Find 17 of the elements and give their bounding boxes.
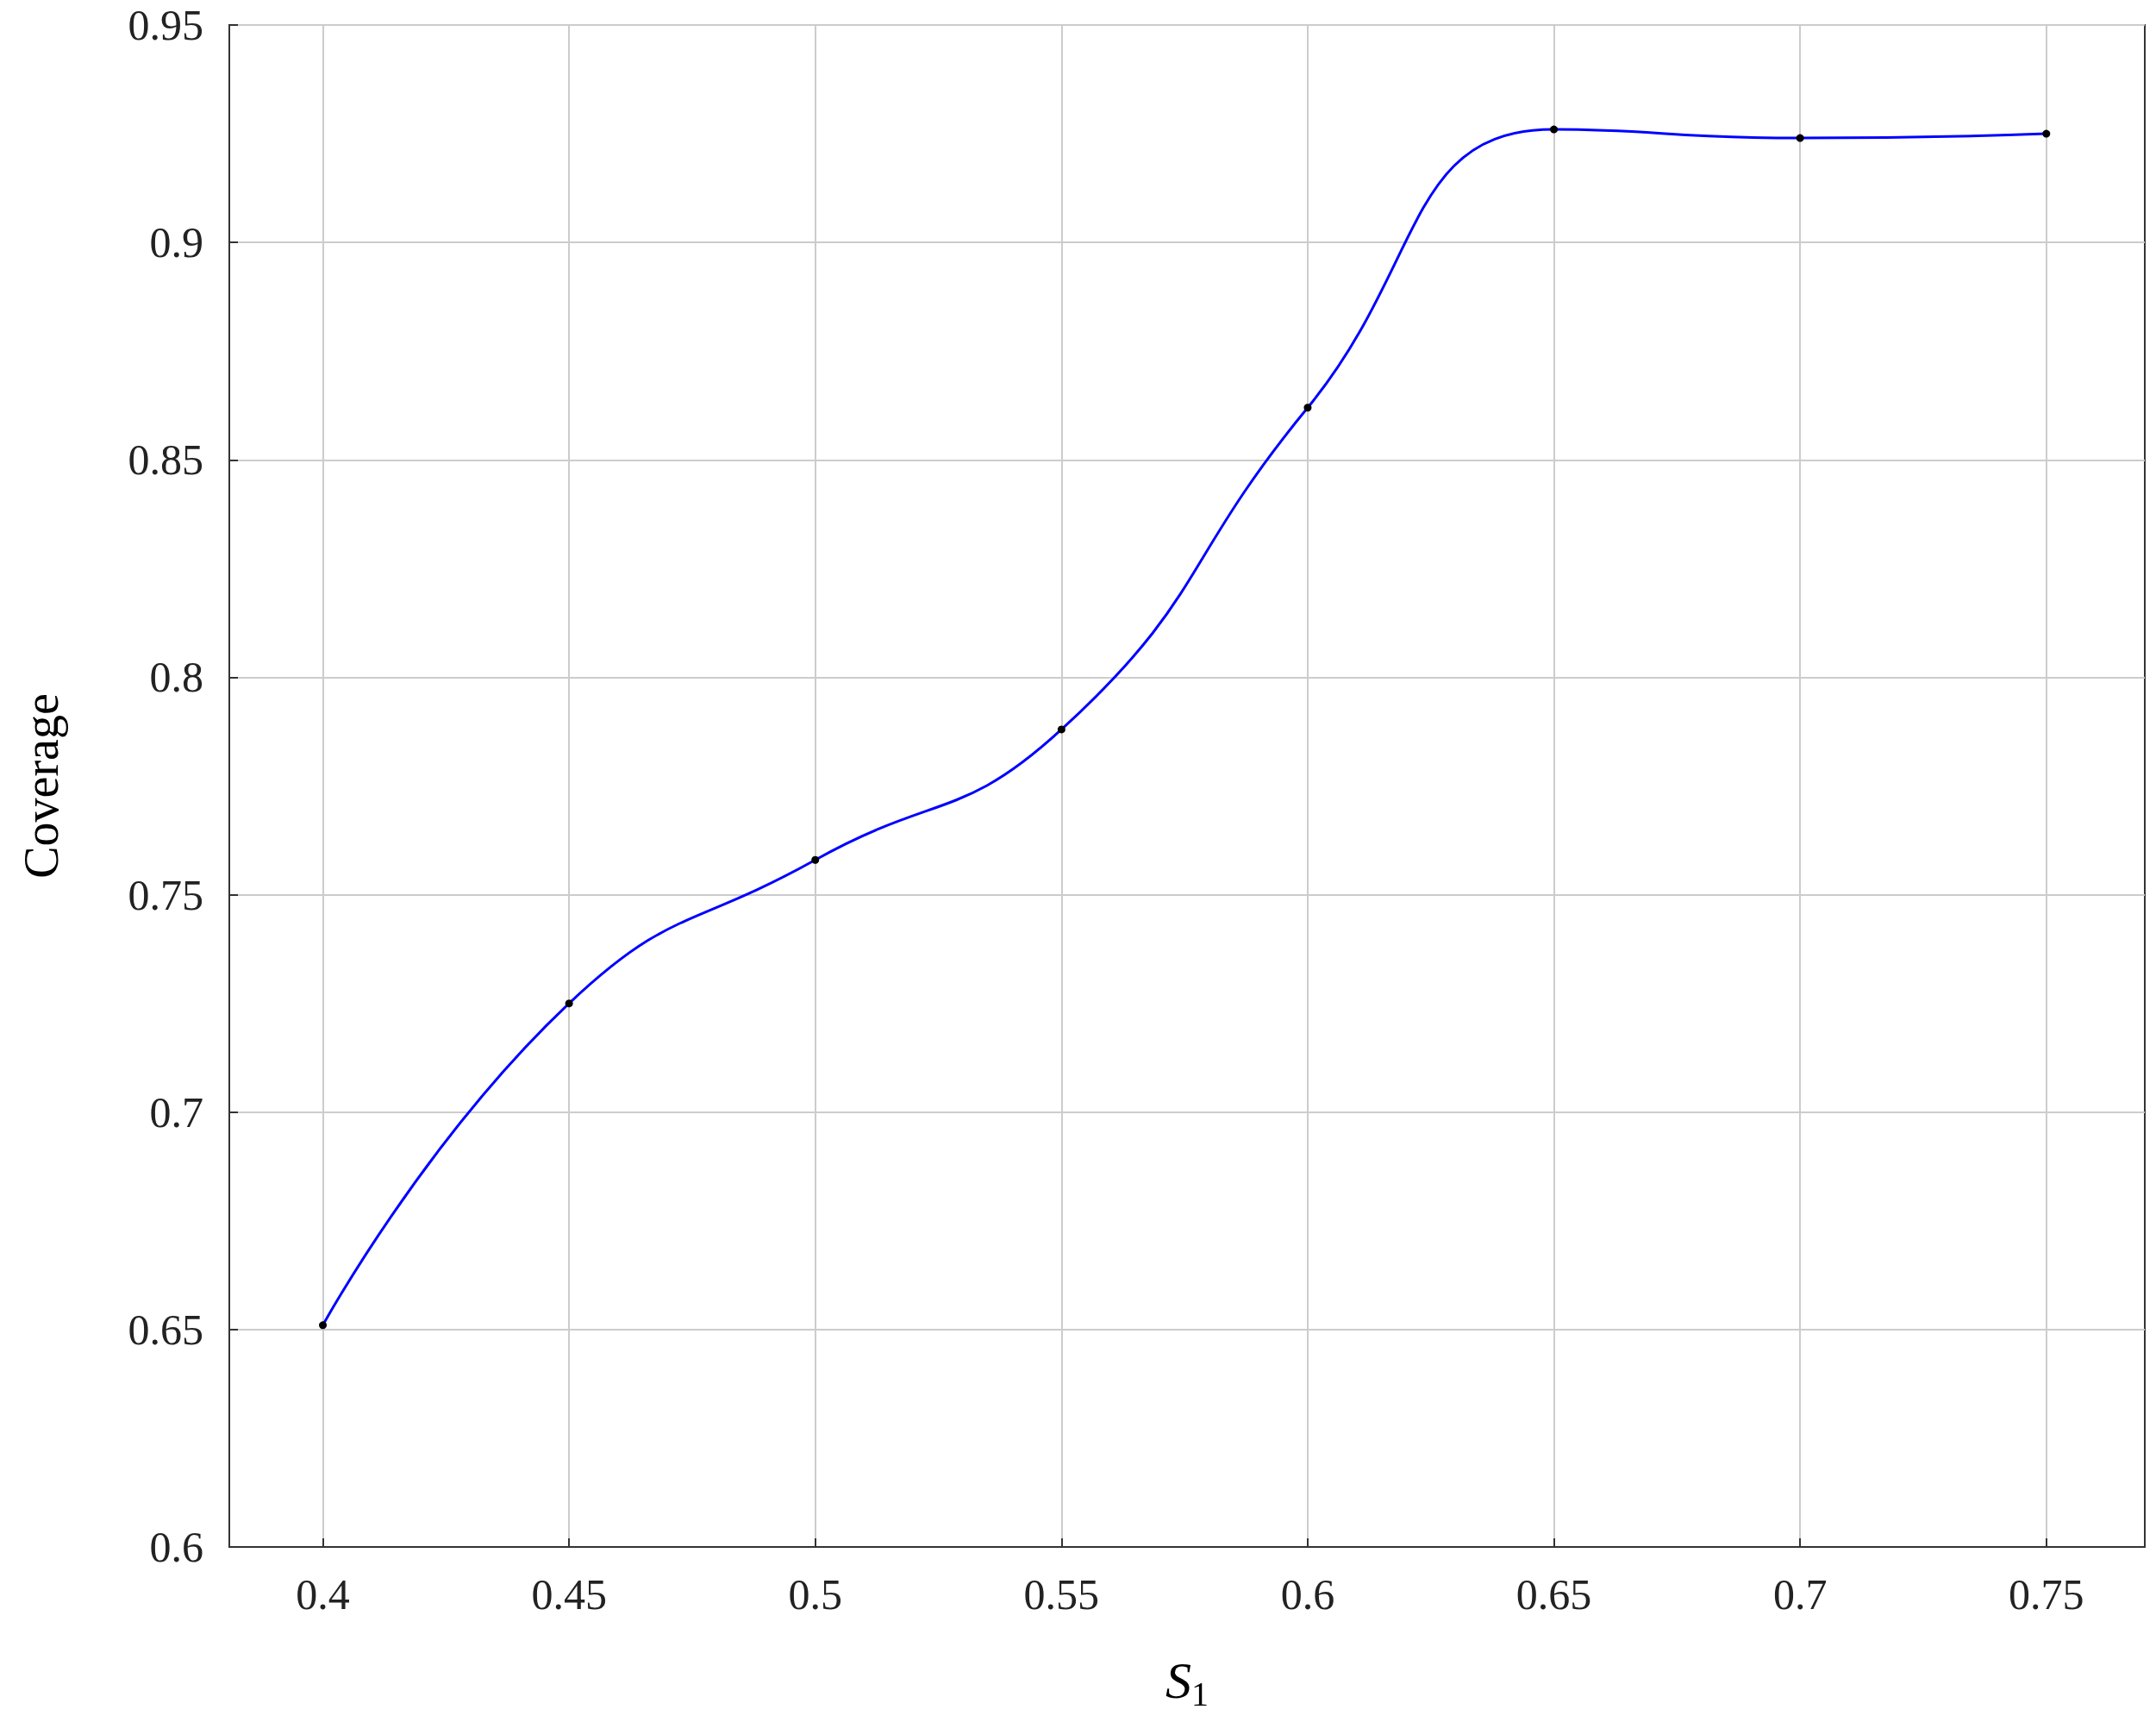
x-tick-label: 0.7 <box>1772 1570 1828 1619</box>
x-tick-label: 0.5 <box>788 1570 842 1619</box>
x-tick-label: 0.55 <box>1023 1570 1100 1619</box>
y-axis-title: Coverage <box>15 693 68 879</box>
y-tick-label: 0.8 <box>149 653 203 702</box>
y-tick-label: 0.95 <box>128 1 203 49</box>
y-tick-label: 0.9 <box>149 218 203 267</box>
x-tick-label: 0.75 <box>2009 1570 2084 1619</box>
y-tick-label: 0.65 <box>128 1305 203 1354</box>
y-tick-label: 0.85 <box>128 435 203 485</box>
y-tick-label: 0.7 <box>149 1087 203 1137</box>
x-tick-label: 0.45 <box>531 1570 607 1619</box>
x-tick-label: 0.4 <box>296 1570 350 1619</box>
y-tick-label: 0.6 <box>149 1523 203 1571</box>
y-tick-label: 0.75 <box>128 870 203 919</box>
x-tick-label: 0.6 <box>1280 1570 1335 1619</box>
x-tick-label: 0.65 <box>1515 1570 1592 1619</box>
